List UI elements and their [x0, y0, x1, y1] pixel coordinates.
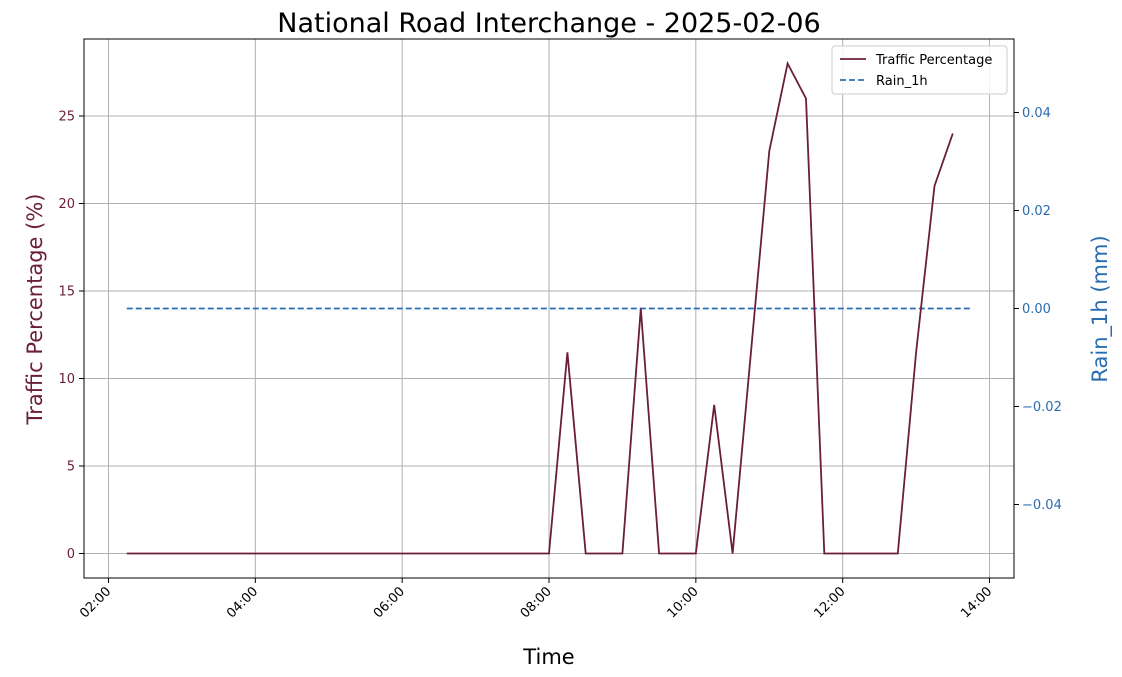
x-tick-label: 10:00 — [665, 584, 702, 621]
x-tick-label: 14:00 — [958, 584, 995, 621]
series-layer — [126, 60, 972, 555]
y-left-tick-label: 5 — [67, 460, 75, 475]
y-axis-right: −0.04 −0.02 0.00 0.02 0.04 — [1014, 106, 1062, 513]
y-left-tick-label: 20 — [58, 197, 75, 212]
y-right-tick-label: 0.04 — [1022, 106, 1051, 121]
y-left-tick-label: 10 — [58, 372, 75, 387]
y-left-tick-label: 15 — [58, 285, 75, 300]
y-right-tick-label: 0.00 — [1022, 302, 1051, 317]
x-axis-title: Time — [522, 645, 574, 669]
y-axis-left: 0 5 10 15 20 25 — [58, 110, 84, 562]
x-tick-label: 12:00 — [811, 584, 848, 621]
y-right-tick-label: −0.04 — [1022, 498, 1062, 513]
y-axis-title-left: Traffic Percentage (%) — [23, 194, 47, 426]
y-left-tick-label: 0 — [67, 547, 75, 562]
x-tick-label: 08:00 — [518, 584, 555, 621]
x-tick-label: 02:00 — [77, 584, 114, 621]
x-tick-label: 04:00 — [224, 584, 261, 621]
chart-title: National Road Interchange - 2025-02-06 — [277, 8, 820, 39]
legend-box — [831, 45, 1008, 95]
x-tick-label: 06:00 — [371, 584, 408, 621]
legend-label-rain: Rain_1h — [876, 74, 928, 89]
y-axis-title-right: Rain_1h (mm) — [1088, 235, 1113, 382]
legend: Traffic Percentage Rain_1h — [831, 45, 1008, 95]
legend-label-traffic: Traffic Percentage — [875, 53, 992, 68]
y-right-tick-label: −0.02 — [1022, 400, 1062, 415]
y-left-tick-label: 25 — [58, 110, 75, 125]
series-line-traffic — [126, 60, 954, 555]
y-right-tick-label: 0.02 — [1022, 204, 1051, 219]
x-axis: 02:00 04:00 06:00 08:00 10:00 12:00 14:00 — [77, 578, 995, 621]
